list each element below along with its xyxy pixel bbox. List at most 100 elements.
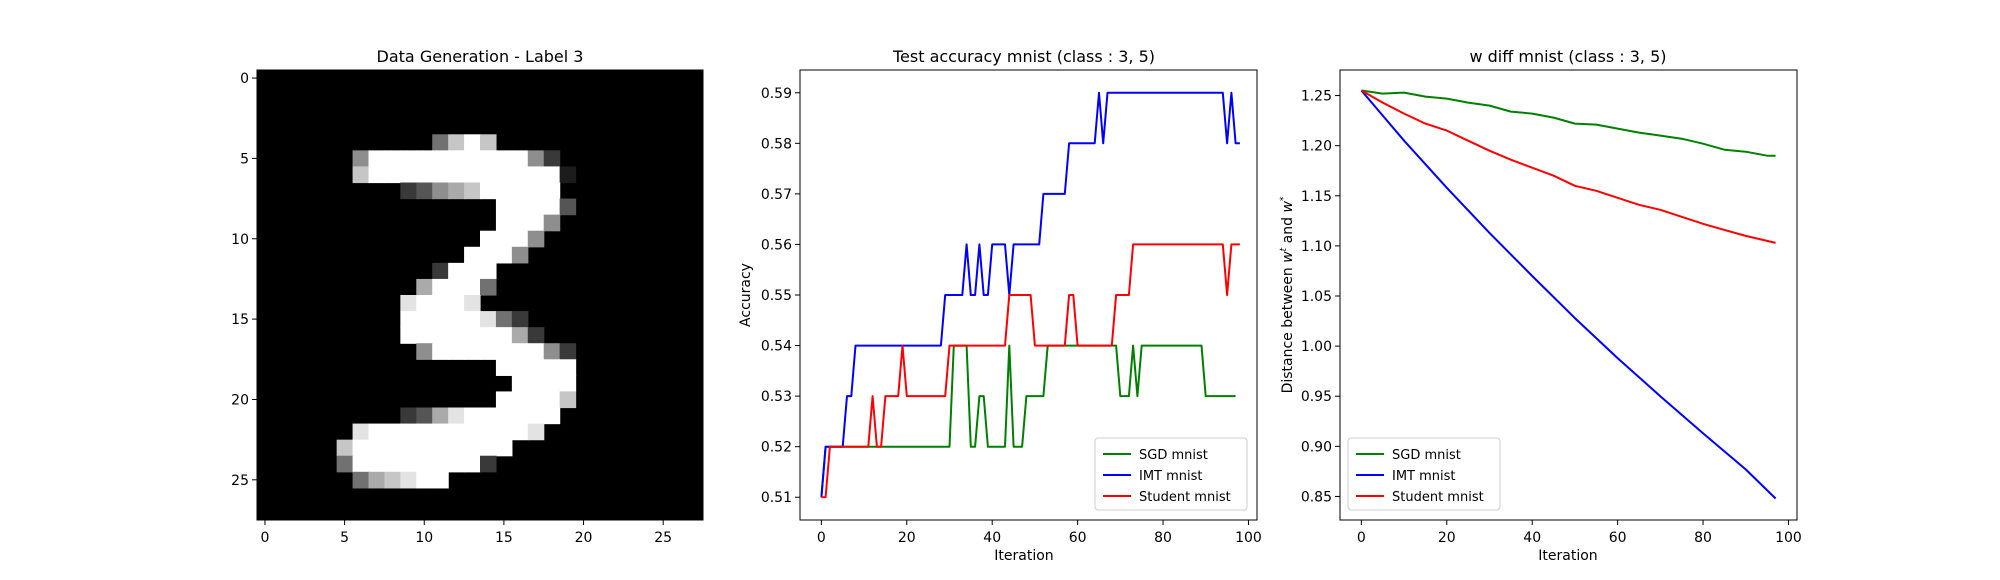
accuracy-x-tick-label: 20 [898,530,916,546]
image-pixel [495,198,513,216]
image-pixel [543,391,561,409]
image-pixel [416,182,433,200]
image-pixel [448,343,465,360]
image-pixel [416,166,433,184]
image-pixel [511,327,529,344]
image-pixel [448,327,465,344]
image-pixel [432,327,449,344]
wdiff-series-line [1361,89,1776,157]
image-pixel [416,471,433,489]
image-pixel [495,439,513,457]
accuracy-plot: 0 20 40 60 80 100 0.51 0.52 0.53 0.54 0.55 0.56 0.57… [761,69,1262,546]
image-pixel [511,150,529,168]
image-pixel [480,455,497,473]
image-pixel [400,311,417,328]
accuracy-x-tick-label: 0 [817,530,826,546]
image-pixel [432,439,449,457]
image-pixel [464,262,481,280]
image-pixel [559,375,577,393]
image-pixel [368,439,386,457]
image-pixel [511,230,529,248]
image-pixel [559,198,577,216]
image-pixel [511,198,529,216]
accuracy-legend-label: Student mnist [1139,490,1231,505]
wdiff-frame [1339,69,1798,521]
image-pixel [480,182,497,200]
accuracy-x-label: Iteration [994,548,1053,564]
image-pixel [336,439,354,457]
image-pixel [416,311,433,328]
image-pixel [464,327,481,344]
image-pixel [448,134,465,151]
image-pixel [416,295,433,312]
image-pixel [400,295,417,312]
image-pixel [543,343,561,360]
image-y-tick-label: 0 [240,71,249,87]
wdiff-x-label: Iteration [1538,548,1597,564]
image-title: Data Generation - Label 3 [377,47,584,66]
accuracy-x-tick-label: 100 [1235,530,1262,546]
image-pixel [464,439,481,457]
image-pixel [448,455,465,473]
accuracy-x-tick-label: 60 [1069,530,1087,546]
wdiff-x-tick-label: 100 [1775,530,1802,546]
image-x-tick-label: 5 [340,530,349,546]
image-pixel [495,391,513,409]
image-pixel [464,311,481,328]
image-pixel [400,407,417,425]
image-pixel [511,407,529,425]
accuracy-legend [1094,437,1248,511]
image-pixel [432,182,449,200]
image-pixel [511,166,529,184]
image-y-tick-label: 5 [240,151,249,167]
accuracy-y-tick-label: 0.52 [761,440,792,456]
image-pixel [543,375,561,393]
wdiff-y-tick-label: 1.10 [1301,239,1332,255]
image-pixel [400,327,417,344]
image-y-tick-label: 25 [231,473,249,489]
image-y-tick-label: 15 [231,312,249,328]
wdiff-y-tick-label: 1.15 [1301,189,1332,205]
wdiff-legend-label: SGD mnist [1392,448,1461,463]
image-pixel [511,182,529,200]
image-pixel [495,166,513,184]
wdiff-x-tick-label: 60 [1609,530,1627,546]
accuracy-x-tick-label: 80 [1154,530,1172,546]
image-pixel [432,295,449,312]
image-y-tick-label: 20 [231,392,249,408]
image-pixel [400,471,417,489]
image-pixel [400,439,417,457]
image-pixel [432,278,449,296]
image-pixel [352,423,370,441]
image-x-tick-label: 0 [261,530,270,546]
accuracy-series-line [820,344,1236,498]
image-pixel [416,278,433,296]
image-x-tick-label: 25 [654,530,672,546]
image-pixel [527,230,545,248]
image-pixel [480,230,497,248]
image-pixel [464,407,481,425]
image-pixel [352,455,370,473]
image-pixel [527,198,545,216]
image-pixel [384,471,401,489]
wdiff-legend-label: IMT mnist [1392,469,1456,484]
image-pixel [448,278,465,296]
image-frame [256,69,704,521]
image-pixel [559,391,577,409]
wdiff-panel: w diff mnist (class : 3, 5) Iteration Di… [1279,47,1802,564]
image-pixel [527,343,545,360]
image-x-tick-label: 20 [575,530,593,546]
image-pixel [448,311,465,328]
image-pixel [543,182,561,200]
image-pixel [480,166,497,184]
image-pixel [543,166,561,184]
image-pixel [511,311,529,328]
wdiff-y-tick-label: 1.25 [1301,89,1332,105]
image-pixel [480,327,497,344]
accuracy-x-tick-label: 40 [983,530,1001,546]
image-panel: Data Generation - Label 3 0 5 10 15 20 25 0 5 10… [231,47,704,546]
accuracy-y-tick-label: 0.58 [761,136,792,152]
image-pixel [384,439,401,457]
image-pixel [480,407,497,425]
image-pixel [511,246,529,264]
